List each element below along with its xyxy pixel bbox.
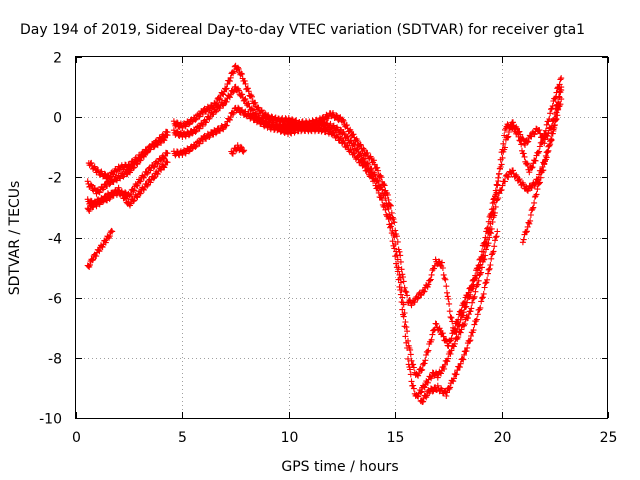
series-track-j — [519, 96, 565, 246]
plus-markers — [170, 87, 565, 400]
plus-markers — [519, 96, 565, 246]
data-series — [84, 62, 565, 405]
plus-markers — [170, 83, 565, 379]
plus-markers — [417, 228, 501, 405]
chart-title: Day 194 of 2019, Sidereal Day-to-day VTE… — [20, 22, 585, 38]
y-tick-label: -8 — [48, 352, 62, 368]
y-tick-label: -6 — [48, 292, 62, 308]
x-axis-label: GPS time / hours — [281, 459, 398, 475]
series-track-f — [170, 87, 565, 400]
plus-markers — [85, 131, 171, 182]
series-track-g — [170, 62, 565, 336]
x-tick-label: 15 — [387, 430, 405, 446]
series-track-d — [85, 131, 171, 182]
series-track-k — [228, 142, 248, 157]
y-tick-label: -2 — [48, 171, 62, 187]
grid-lines — [76, 57, 608, 418]
x-tick-label: 25 — [600, 430, 618, 446]
x-tick-label: 20 — [494, 430, 512, 446]
y-tick-label: 2 — [53, 51, 62, 67]
x-tick-label: 10 — [281, 430, 299, 446]
series-track-i — [417, 228, 501, 405]
y-tick-label: 0 — [53, 111, 62, 127]
y-axis-label: SDTVAR / TECUs — [7, 181, 23, 296]
plot-border — [75, 56, 608, 419]
series-track-c — [84, 158, 171, 214]
y-tick-label: -10 — [39, 412, 62, 428]
x-tick-label: 0 — [72, 430, 81, 446]
tick-labels: 0 5 10 15 20 25 -10 -8 -6 -4 -2 0 2 — [39, 51, 617, 447]
plus-markers — [84, 227, 116, 270]
plus-markers — [228, 142, 248, 157]
y-tick-label: -4 — [48, 232, 62, 248]
axis-ticks — [76, 57, 609, 419]
x-tick-label: 5 — [178, 430, 187, 446]
series-track-e — [84, 227, 116, 270]
plus-markers — [84, 158, 171, 214]
plus-markers — [170, 62, 565, 336]
series-track-h — [170, 83, 565, 379]
